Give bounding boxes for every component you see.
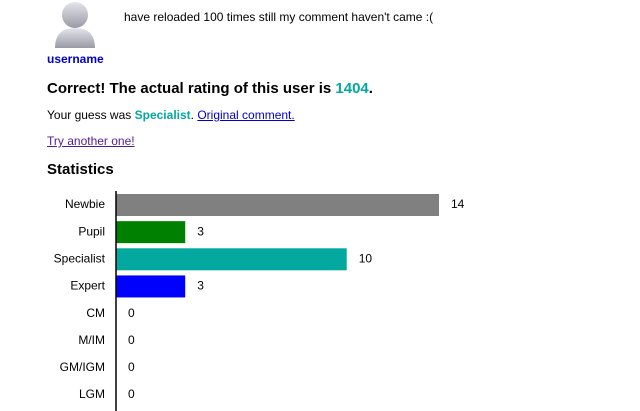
value-label: 0 (128, 333, 135, 347)
result-prefix: Correct! The actual rating of this user … (47, 80, 332, 97)
guess-line: Your guess was Specialist. Original comm… (47, 108, 295, 122)
value-label: 0 (128, 360, 135, 374)
retry-link[interactable]: Try another one! (47, 134, 135, 148)
guess-prefix: Your guess was (47, 108, 132, 122)
category-label: CM (86, 306, 105, 320)
value-label: 10 (359, 251, 373, 265)
category-label: Newbie (65, 197, 105, 211)
chart: Newbie 14 Pupil 3 Specialist 10 Expert 3 CM 0 M/IM… (54, 191, 465, 411)
comment-text: have reloaded 100 times still my comment… (124, 10, 434, 24)
category-label: Pupil (78, 224, 105, 238)
category-label: GM/IGM (60, 360, 105, 374)
bar (116, 194, 439, 216)
bar (116, 275, 186, 298)
rating: 1404 (335, 80, 369, 97)
username[interactable]: username (47, 52, 104, 66)
value-label: 3 (197, 224, 204, 238)
guess-rank: Specialist (134, 108, 191, 122)
result-heading: Correct! The actual rating of this user … (47, 80, 373, 97)
value-label: 3 (197, 279, 204, 293)
category-label: M/IM (78, 333, 105, 347)
original-comment-link[interactable]: Original comment. (197, 108, 295, 122)
value-label: 0 (128, 306, 135, 320)
value-label: 0 (128, 387, 135, 401)
bar (116, 221, 186, 244)
result-suffix: . (368, 80, 373, 97)
category-label: LGM (79, 387, 105, 401)
category-label: Specialist (54, 251, 106, 265)
category-label: Expert (70, 279, 105, 293)
bar (116, 248, 347, 271)
value-label: 14 (451, 197, 465, 211)
guess-suffix: . (190, 108, 194, 122)
statistics-title: Statistics (47, 161, 114, 178)
avatar (55, 2, 95, 48)
